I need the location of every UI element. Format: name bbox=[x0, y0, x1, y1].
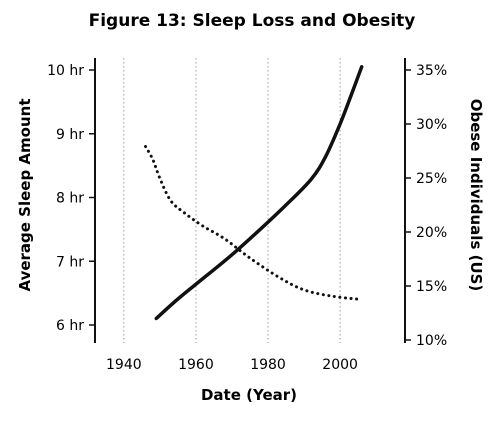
x-tick-label: 1940 bbox=[106, 357, 142, 373]
obesity-rate-line bbox=[154, 65, 364, 321]
right-tick-label: 35% bbox=[416, 63, 447, 79]
x-axis-ticks: 1940 1960 1980 2000 bbox=[106, 357, 358, 373]
left-tick-label: 8 hr bbox=[56, 191, 84, 207]
x-tick-label: 1960 bbox=[178, 357, 214, 373]
series-layer bbox=[144, 65, 364, 321]
right-tick-label: 30% bbox=[416, 117, 447, 133]
vertical-grid bbox=[123, 58, 341, 343]
right-tick-label: 15% bbox=[416, 279, 447, 295]
x-tick-label: 2000 bbox=[322, 357, 358, 373]
sleep-amount-line bbox=[144, 145, 364, 301]
right-tick-label: 10% bbox=[416, 333, 447, 349]
right-tick-label: 25% bbox=[416, 171, 447, 187]
right-tick-label: 20% bbox=[416, 225, 447, 241]
left-tick-label: 7 hr bbox=[56, 254, 84, 270]
right-axis-label: Obese Individuals (US) bbox=[467, 99, 485, 292]
left-axis-label: Average Sleep Amount bbox=[16, 98, 34, 291]
chart-title: Figure 13: Sleep Loss and Obesity bbox=[89, 11, 416, 31]
left-tick-label: 9 hr bbox=[56, 127, 84, 143]
left-tick-label: 6 hr bbox=[56, 318, 84, 334]
left-axis-ticks: 6 hr 7 hr 8 hr 9 hr 10 hr bbox=[47, 63, 95, 334]
left-tick-label: 10 hr bbox=[47, 63, 84, 79]
right-axis-ticks: 10% 15% 20% 25% 30% 35% bbox=[405, 63, 447, 349]
x-tick-label: 1980 bbox=[250, 357, 286, 373]
x-axis-label: Date (Year) bbox=[201, 386, 297, 404]
